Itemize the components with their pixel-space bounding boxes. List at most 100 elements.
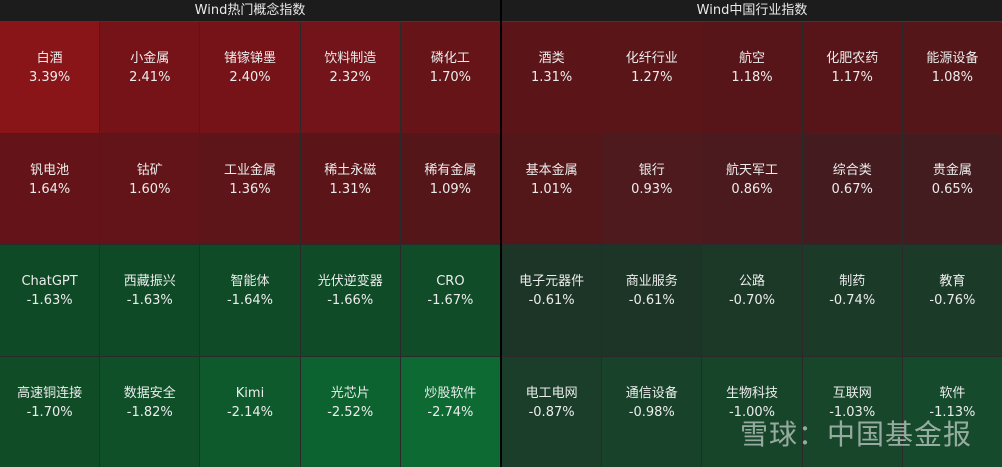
tile-value: 0.67% [831,181,873,197]
panel: Wind中国行业指数 酒类 1.31% 化纤行业 1.27% 航空 1.18% 化肥农药 1.1… [502,0,1002,467]
tile-value: 1.17% [831,70,873,86]
tile-value: -1.13% [929,404,976,420]
tile-label: 教育 [939,274,966,290]
tile-label: 综合类 [832,162,872,178]
tile-value: 1.09% [429,181,472,197]
tile-value: -1.63% [26,293,73,309]
tile: 锗镓锑墨 2.40% [200,22,300,133]
tile-value: -0.61% [528,293,575,309]
tile-label: 制药 [839,274,866,290]
tile: Kimi -2.14% [200,356,300,467]
tile-value: 1.27% [631,70,673,86]
tile-value: 3.39% [28,70,71,86]
tile-label: 光伏逆变器 [317,274,383,290]
tile-value: -1.00% [728,404,775,420]
tile-value: -0.70% [728,293,775,309]
tile: 智能体 -1.64% [200,245,300,356]
tile: 西藏振兴 -1.63% [100,245,200,356]
tile-label: 通信设备 [625,385,678,401]
tile-label: 智能体 [230,274,270,290]
tile: 化肥农药 1.17% [802,22,902,133]
tile: 制药 -0.74% [802,245,902,356]
tile: 光芯片 -2.52% [300,356,400,467]
tile-label: 电工电网 [525,385,578,401]
tile: 航天军工 0.86% [702,133,802,244]
tile: 磷化工 1.70% [400,22,500,133]
tile: 化纤行业 1.27% [602,22,702,133]
panel: Wind热门概念指数白酒 3.39% 小金属 2.41% 锗镓锑墨 2.40% 饮料制造 2.… [0,0,500,467]
tile: 商业服务 -0.61% [602,245,702,356]
tile-label: 商业服务 [625,274,678,290]
tile: 能源设备 1.08% [902,22,1002,133]
tile-label: 贵金属 [932,162,972,178]
tile-value: -1.63% [126,293,173,309]
tile: 小金属 2.41% [100,22,200,133]
tile-label: 饮料制造 [324,51,377,67]
tile-label: 钒电池 [30,162,70,178]
tile-label: 航空 [738,51,765,67]
tile: 稀土永磁 1.31% [300,133,400,244]
tile-label: ChatGPT [21,274,78,290]
tile-label: 数据安全 [123,385,176,401]
tile-value: 0.86% [731,181,773,197]
tile: 钴矿 1.60% [100,133,200,244]
tile: 贵金属 0.65% [902,133,1002,244]
tile-label: 生物科技 [725,385,778,401]
tile-label: 钴矿 [136,162,163,178]
tile-value: -1.03% [829,404,876,420]
tile-value: -2.74% [427,404,474,420]
tile: 银行 0.93% [602,133,702,244]
tile-label: 高速铜连接 [17,385,83,401]
tile-value: 1.60% [129,181,171,197]
tile-value: -1.70% [26,404,73,420]
tile-value: 1.70% [429,70,472,86]
tile-label: 银行 [638,162,665,178]
panel-title: Wind热门概念指数 [0,0,500,22]
tile-label: 磷化工 [430,51,470,67]
tile: 电工电网 -0.87% [502,356,602,467]
tile-value: 0.93% [631,181,673,197]
tile-value: -1.67% [427,293,474,309]
tile-value: 1.18% [731,70,773,86]
tile: 教育 -0.76% [902,245,1002,356]
tile-label: 基本金属 [525,162,578,178]
tile-label: 酒类 [538,51,565,67]
tile-value: 2.40% [229,70,271,86]
tile-label: 化纤行业 [625,51,678,67]
tile: 基本金属 1.01% [502,133,602,244]
tile: 白酒 3.39% [0,22,100,133]
tile: ChatGPT -1.63% [0,245,100,356]
tile-value: 2.32% [329,70,371,86]
tile-value: -1.82% [126,404,173,420]
tile-label: 化肥农药 [826,51,879,67]
tile-value: -0.61% [628,293,675,309]
tile-value: 1.01% [530,181,573,197]
tile-label: 稀有金属 [424,162,477,178]
tile-label: 白酒 [36,51,63,67]
watermark: 雪球：中国基金报 [739,418,972,451]
tile-value: 0.65% [931,181,974,197]
tile-label: 互联网 [832,385,872,401]
tile-label: 小金属 [130,51,170,67]
tile-label: Kimi [235,385,265,401]
tile-label: 电子元器件 [519,274,585,290]
tile-value: -0.98% [628,404,675,420]
tile-value: 2.41% [129,70,171,86]
tile: 航空 1.18% [702,22,802,133]
tile-value: 1.36% [229,181,271,197]
tile: 稀有金属 1.09% [400,133,500,244]
tile-value: -0.76% [929,293,976,309]
tile-label: CRO [436,274,465,290]
tile: 生物科技 -1.00% [702,356,802,467]
tile-value: -0.74% [829,293,876,309]
tile: 工业金属 1.36% [200,133,300,244]
tile-grid: 白酒 3.39% 小金属 2.41% 锗镓锑墨 2.40% 饮料制造 2.32% 磷化工 1.70… [0,22,500,467]
tile-value: -0.87% [528,404,575,420]
tile-label: 西藏振兴 [123,274,176,290]
tile-label: 炒股软件 [424,385,477,401]
tile: 通信设备 -0.98% [602,356,702,467]
tile: 数据安全 -1.82% [100,356,200,467]
tile-value: 1.08% [931,70,974,86]
tile-value: -2.52% [327,404,374,420]
